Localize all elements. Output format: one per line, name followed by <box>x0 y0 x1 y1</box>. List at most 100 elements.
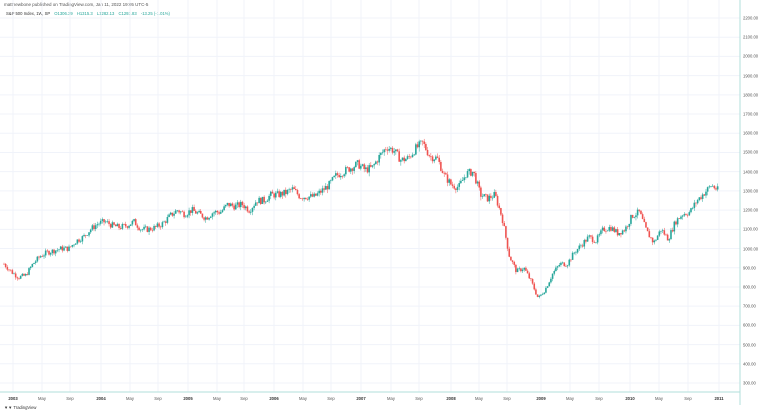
candle-body <box>3 263 5 265</box>
candle-body <box>46 250 49 252</box>
candle-body <box>266 200 269 202</box>
candle-body <box>363 164 365 170</box>
candle-body <box>141 229 144 230</box>
candle-body <box>134 219 137 226</box>
candle-body <box>43 255 45 257</box>
tradingview-logo: ▼▼ TradingView <box>4 405 36 410</box>
ohlc-low: L1282.13 <box>96 11 115 16</box>
candle-body <box>8 269 10 271</box>
candle-body <box>259 197 262 204</box>
candle-body <box>488 195 491 202</box>
candle-body <box>638 209 641 211</box>
candle-body <box>386 149 389 151</box>
candle-body <box>428 155 430 157</box>
candle-body <box>715 188 717 190</box>
candle-body <box>411 154 414 158</box>
candle-body <box>29 266 32 269</box>
candle-body <box>236 202 239 205</box>
candle-body <box>555 267 557 272</box>
candle-body <box>313 193 315 197</box>
candle-body <box>568 259 571 266</box>
candle-body <box>643 218 646 223</box>
candle-body <box>161 222 164 228</box>
price-tick: 1400.00 <box>743 169 759 175</box>
candle-body <box>716 186 719 190</box>
candle-body <box>350 168 352 172</box>
candle-body <box>164 221 167 223</box>
candle-body <box>586 236 589 242</box>
candle-body <box>408 156 410 157</box>
candle-body <box>701 194 704 199</box>
candle-body <box>68 246 70 251</box>
candle-body <box>243 205 245 209</box>
candle-body <box>305 197 307 200</box>
candle-body <box>330 180 332 182</box>
candle-body <box>476 181 479 184</box>
price-tick: 1000.00 <box>743 246 759 252</box>
candle-body <box>179 211 182 213</box>
candle-body <box>468 169 471 172</box>
candle-body <box>353 167 355 171</box>
candle-body <box>278 191 280 197</box>
price-tick: 1100.00 <box>743 226 758 232</box>
candle-body <box>6 267 9 270</box>
candle-body <box>438 157 441 162</box>
candle-body <box>548 282 551 287</box>
candle-body <box>86 235 89 236</box>
candle-body <box>375 161 377 165</box>
candle-body <box>214 210 217 213</box>
candle-body <box>211 213 214 217</box>
candle-body <box>690 208 692 213</box>
candle-body <box>576 249 579 253</box>
candle-body <box>263 196 265 203</box>
candle-body <box>440 161 442 171</box>
candle-body <box>355 161 357 168</box>
candle-body <box>671 230 674 232</box>
time-tick: Sep <box>684 396 692 401</box>
candle-body <box>206 217 209 220</box>
candle-body <box>496 195 499 206</box>
candle-body <box>119 227 122 229</box>
candle-body <box>691 208 694 209</box>
candle-body <box>258 197 260 204</box>
candle-body <box>218 212 220 214</box>
candle-body <box>641 214 644 219</box>
candle-body <box>531 278 534 284</box>
candle-body <box>383 149 385 153</box>
candle-body <box>166 216 169 223</box>
time-tick: May <box>38 396 46 401</box>
candle-body <box>38 256 40 258</box>
candle-body <box>231 203 234 206</box>
candle-body <box>239 201 242 208</box>
candle-body <box>18 278 20 279</box>
candle-body <box>186 215 189 217</box>
candle-body <box>673 221 676 232</box>
candle-body <box>578 245 581 250</box>
candle-body <box>261 196 264 204</box>
price-tick: 1700.00 <box>743 111 759 117</box>
candle-body <box>103 219 105 223</box>
candle-body <box>274 192 277 198</box>
candle-body <box>451 184 454 186</box>
candle-body <box>556 266 559 268</box>
candle-body <box>124 224 127 227</box>
price-tick: 1500.00 <box>743 149 759 155</box>
candle-body <box>418 141 420 148</box>
candle-body <box>221 210 224 213</box>
time-tick: May <box>299 396 307 401</box>
candle-body <box>565 266 567 267</box>
candle-body <box>500 208 502 215</box>
candle-body <box>423 141 425 144</box>
candle-body <box>373 164 375 166</box>
candle-body <box>598 234 601 236</box>
candle-body <box>435 156 437 160</box>
candle-body <box>583 240 586 247</box>
time-tick: Sep <box>415 396 423 401</box>
candle-body <box>19 275 22 279</box>
candle-body <box>593 241 596 243</box>
candle-body <box>533 283 536 290</box>
candle-body <box>249 211 252 213</box>
candle-body <box>331 177 334 181</box>
candle-body <box>248 211 250 213</box>
